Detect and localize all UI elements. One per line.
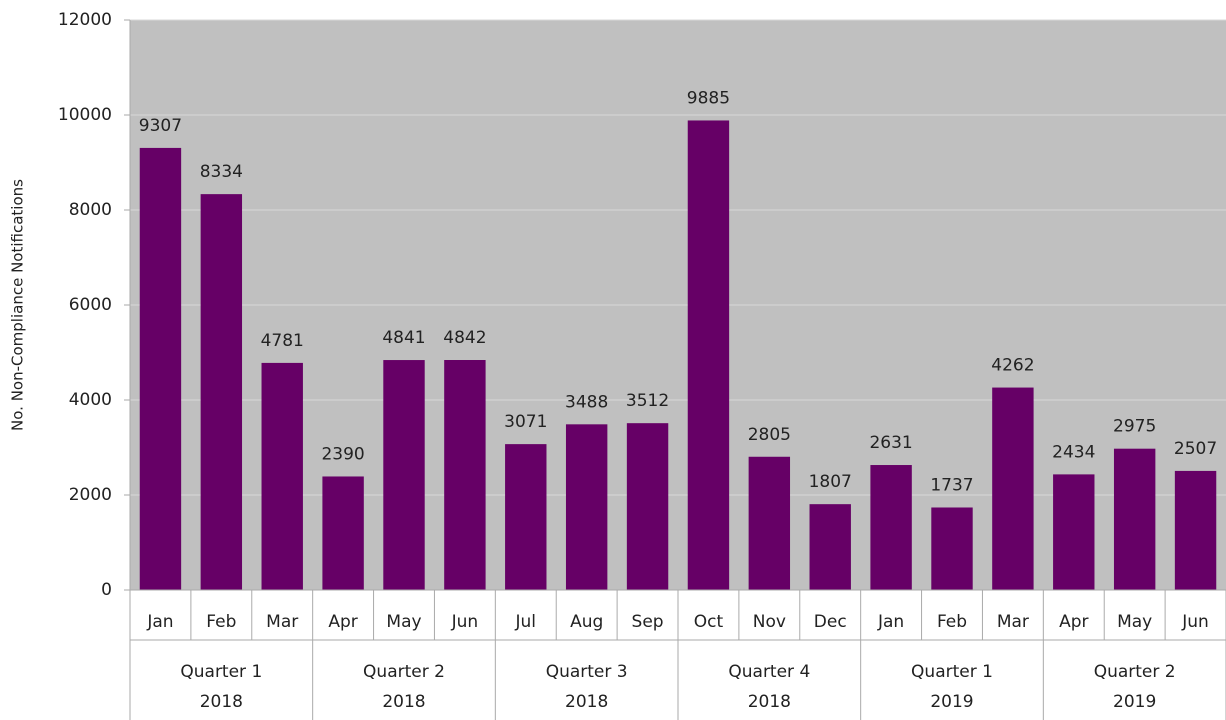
group-label: 2018: [200, 692, 243, 712]
x-tick-label: Jul: [515, 612, 537, 632]
value-label: 2390: [321, 444, 364, 464]
x-tick-label: Jun: [1181, 612, 1209, 632]
value-label: 4781: [261, 331, 304, 351]
group-label: 2019: [930, 692, 973, 712]
bar: [992, 387, 1034, 590]
x-tick-label: May: [1117, 612, 1152, 632]
bar: [139, 147, 182, 591]
bar: [931, 507, 973, 590]
x-tick-label: Sep: [632, 612, 664, 632]
value-label: 3512: [626, 391, 669, 411]
x-tick-label: Dec: [814, 612, 847, 632]
group-label: Quarter 2: [363, 662, 445, 682]
bar: [322, 476, 364, 590]
y-tick-label: 2000: [69, 485, 112, 505]
bar: [505, 444, 547, 590]
value-label: 2975: [1113, 417, 1156, 437]
value-label: 4262: [991, 356, 1034, 376]
group-label: Quarter 1: [911, 662, 993, 682]
x-tick-label: Apr: [1059, 612, 1088, 632]
y-axis-label: No. Non-Compliance Notifications: [9, 179, 27, 431]
value-label: 2631: [869, 433, 912, 453]
group-label: 2018: [565, 692, 608, 712]
y-tick-label: 6000: [69, 295, 112, 315]
value-label: 4841: [382, 328, 425, 348]
bar: [444, 360, 486, 590]
bar: [870, 465, 912, 590]
x-tick-label: Mar: [997, 612, 1029, 632]
group-label: Quarter 1: [180, 662, 262, 682]
bar: [1174, 470, 1217, 590]
x-tick-label: Mar: [266, 612, 298, 632]
group-label: 2019: [1113, 692, 1156, 712]
x-tick-label: Feb: [937, 612, 967, 632]
value-label: 9307: [139, 116, 182, 136]
bar: [200, 194, 243, 590]
bar: [687, 120, 730, 591]
x-tick-label: Aug: [570, 612, 603, 632]
value-label: 9885: [687, 88, 730, 108]
x-tick-label: Jan: [146, 612, 173, 632]
value-label: 1737: [930, 475, 973, 495]
x-tick-label: Jan: [877, 612, 904, 632]
bar: [748, 456, 791, 590]
value-label: 3488: [565, 392, 608, 412]
value-label: 2434: [1052, 442, 1095, 462]
group-label: 2018: [382, 692, 425, 712]
bar: [1113, 448, 1156, 590]
group-label: Quarter 2: [1094, 662, 1176, 682]
group-label: Quarter 4: [728, 662, 810, 682]
value-label: 2507: [1174, 439, 1217, 459]
y-tick-label: 8000: [69, 200, 112, 220]
bar: [809, 504, 851, 590]
group-label: Quarter 3: [546, 662, 628, 682]
x-tick-label: Nov: [753, 612, 786, 632]
bar: [565, 424, 608, 590]
group-label: 2018: [748, 692, 791, 712]
value-label: 2805: [748, 425, 791, 445]
x-tick-label: Apr: [328, 612, 357, 632]
value-label: 8334: [200, 162, 243, 182]
y-tick-label: 0: [101, 580, 112, 600]
value-label: 1807: [809, 472, 852, 492]
x-tick-label: Jun: [451, 612, 479, 632]
y-tick-label: 4000: [69, 390, 112, 410]
value-label: 3071: [504, 412, 547, 432]
bar: [383, 360, 425, 590]
bar: [261, 362, 303, 590]
y-tick-label: 10000: [58, 105, 112, 125]
value-label: 4842: [443, 328, 486, 348]
bar: [626, 423, 669, 590]
y-tick-label: 12000: [58, 10, 112, 30]
bar: [1053, 474, 1095, 590]
x-tick-label: Feb: [206, 612, 236, 632]
x-tick-label: May: [386, 612, 421, 632]
x-tick-label: Oct: [694, 612, 724, 632]
